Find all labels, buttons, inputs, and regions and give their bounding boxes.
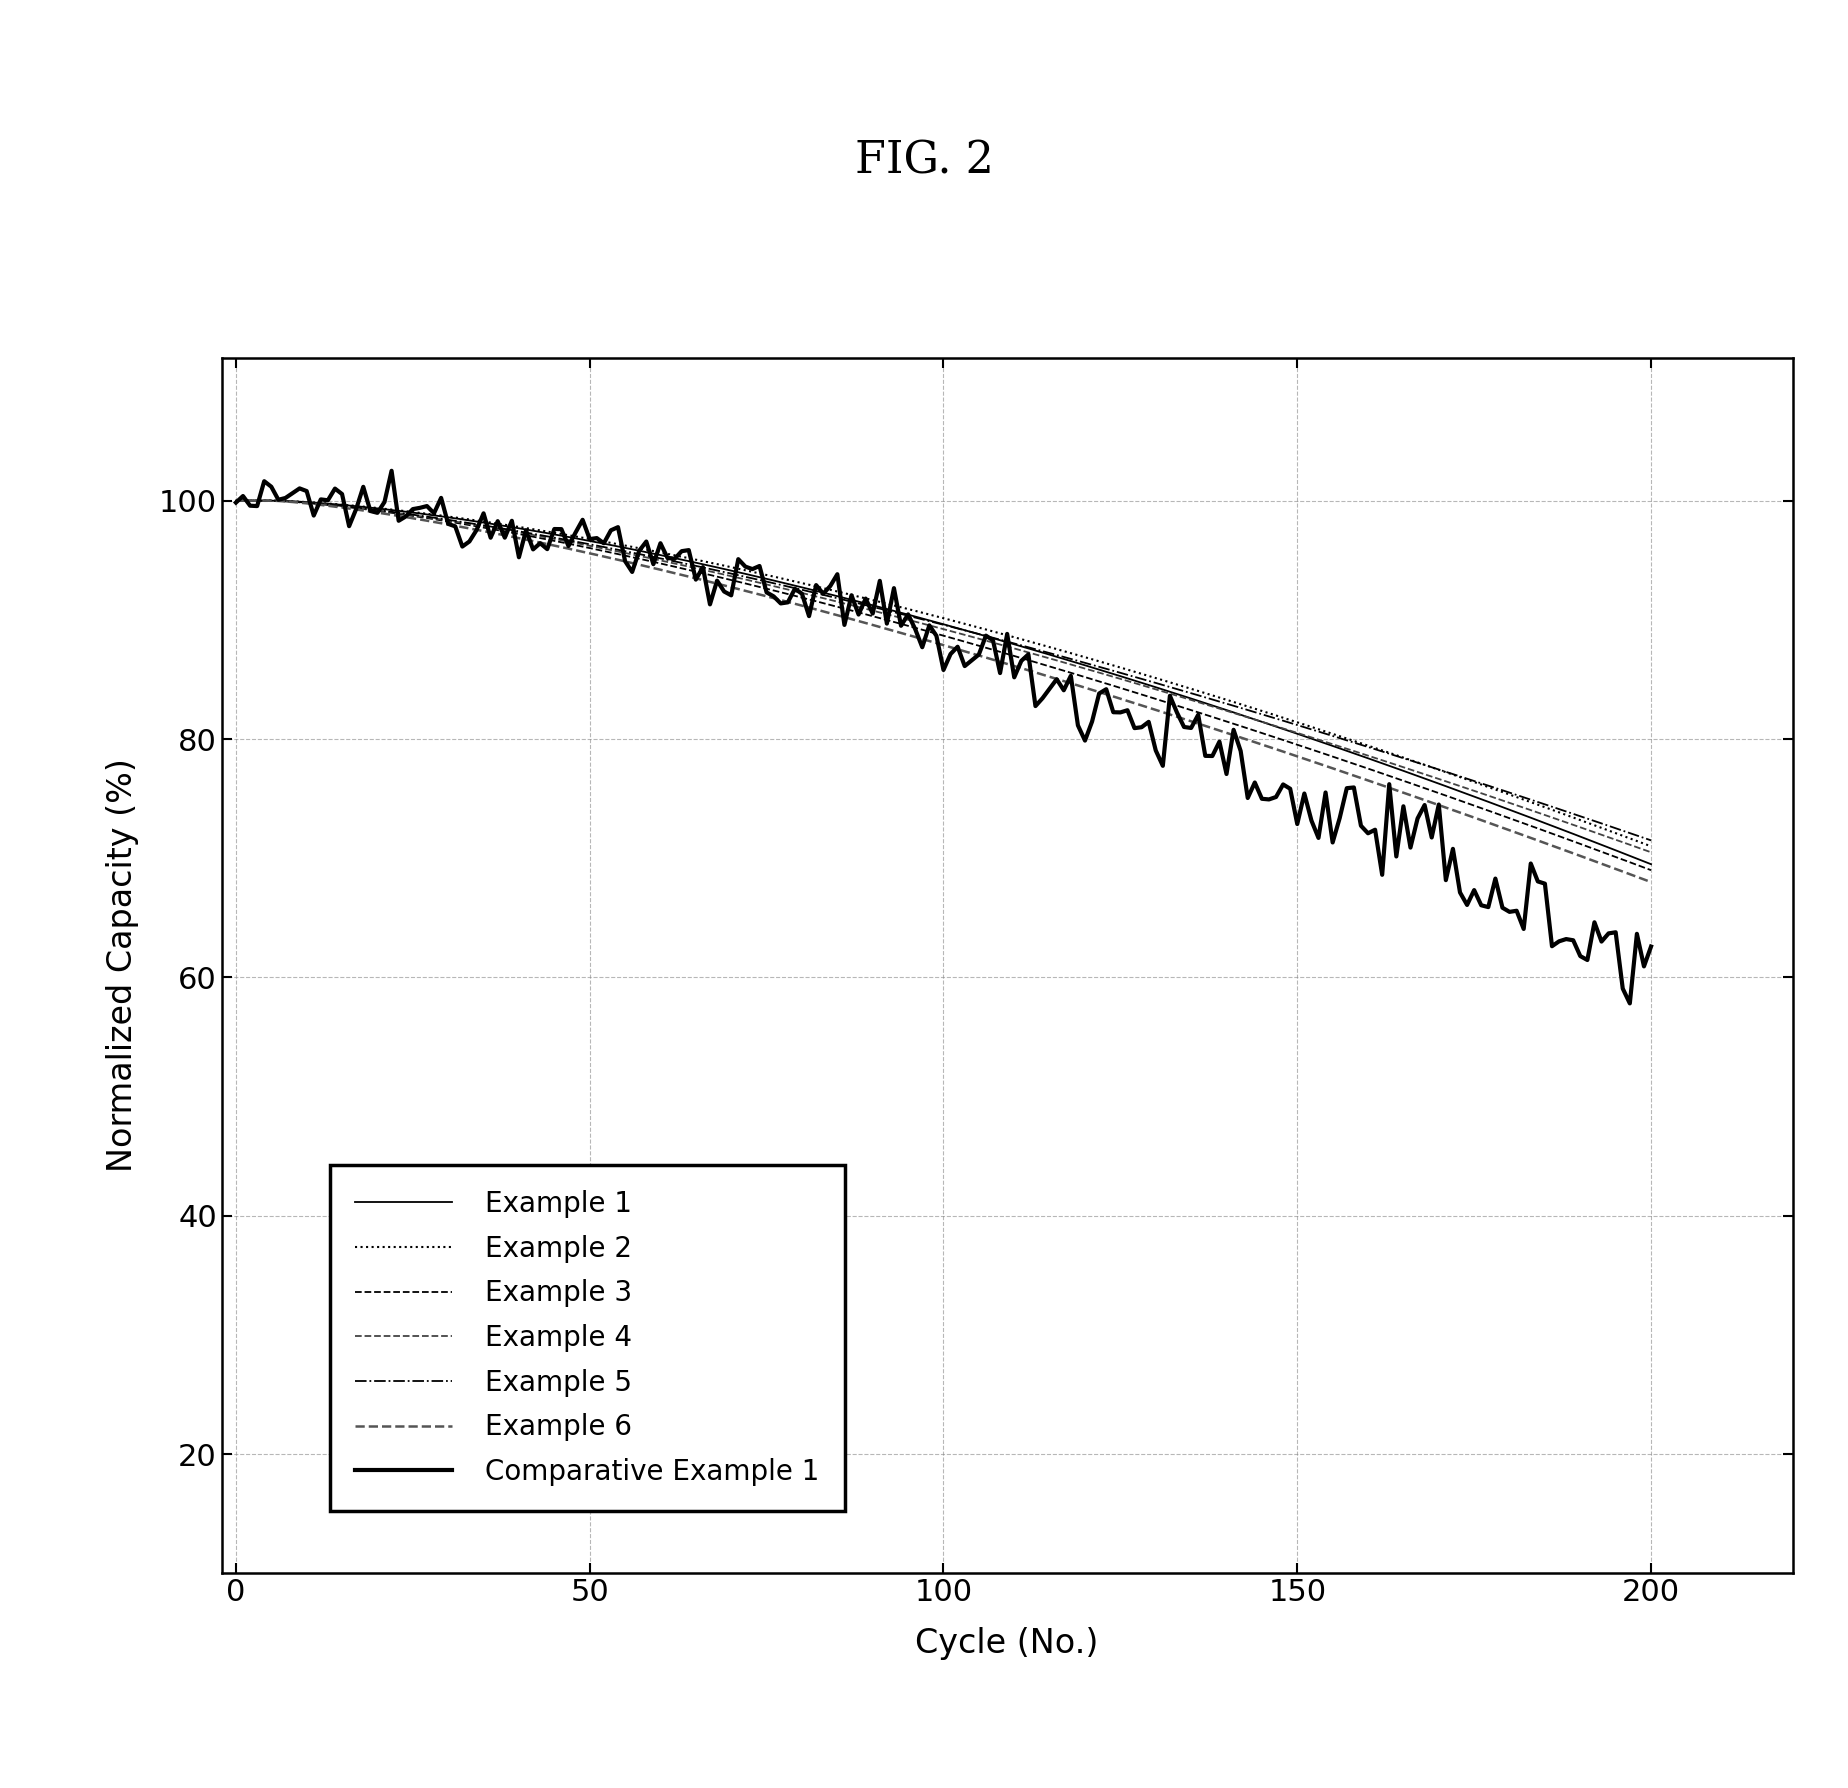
Legend: Example 1, Example 2, Example 3, Example 4, Example 5, Example 6, Comparative Ex: Example 1, Example 2, Example 3, Example… xyxy=(331,1166,845,1511)
Line: Example 3: Example 3 xyxy=(237,501,1650,871)
Example 3 xyxy=(1639,860,1661,881)
Example 4 xyxy=(231,490,253,511)
Line: Example 4: Example 4 xyxy=(237,501,1650,853)
Example 6 xyxy=(225,490,248,511)
Comparative Example 1 xyxy=(381,460,403,481)
Example 6 xyxy=(741,581,763,603)
Example 6 xyxy=(1639,871,1661,892)
Example 2 xyxy=(1639,835,1661,856)
Example 3 xyxy=(819,594,841,615)
Example 6 xyxy=(989,651,1011,672)
Example 4 xyxy=(741,570,763,592)
Example 5 xyxy=(819,586,841,608)
Example 4 xyxy=(1519,799,1541,821)
Example 1 xyxy=(989,629,1011,651)
Example 2 xyxy=(231,490,253,511)
Example 1 xyxy=(741,565,763,586)
Comparative Example 1 xyxy=(1639,935,1661,957)
Example 6 xyxy=(819,603,841,624)
Example 5 xyxy=(1519,789,1541,810)
Example 2 xyxy=(741,561,763,583)
Example 4 xyxy=(1639,842,1661,864)
Example 3 xyxy=(989,642,1011,663)
Example 1 xyxy=(819,583,841,604)
X-axis label: Cycle (No.): Cycle (No.) xyxy=(915,1627,1100,1659)
Comparative Example 1 xyxy=(1526,871,1549,892)
Example 1 xyxy=(1639,853,1661,874)
Example 2 xyxy=(819,579,841,601)
Example 5 xyxy=(353,497,375,519)
Example 4 xyxy=(819,590,841,611)
Comparative Example 1 xyxy=(748,556,771,578)
Example 5 xyxy=(225,490,248,511)
Example 1 xyxy=(353,497,375,519)
Example 3 xyxy=(1519,815,1541,837)
Line: Example 5: Example 5 xyxy=(237,501,1650,840)
Y-axis label: Normalized Capacity (%): Normalized Capacity (%) xyxy=(107,758,139,1173)
Comparative Example 1 xyxy=(1619,992,1641,1014)
Comparative Example 1 xyxy=(996,624,1018,645)
Line: Example 1: Example 1 xyxy=(237,501,1650,864)
Example 5 xyxy=(989,629,1011,651)
Example 4 xyxy=(225,490,248,511)
Text: FIG. 2: FIG. 2 xyxy=(854,139,994,182)
Example 5 xyxy=(231,490,253,511)
Comparative Example 1 xyxy=(231,485,253,506)
Comparative Example 1 xyxy=(353,476,375,497)
Example 5 xyxy=(741,567,763,588)
Line: Comparative Example 1: Comparative Example 1 xyxy=(237,470,1650,1003)
Example 2 xyxy=(1519,792,1541,814)
Example 6 xyxy=(353,501,375,522)
Example 5 xyxy=(1639,830,1661,851)
Example 2 xyxy=(989,622,1011,644)
Example 3 xyxy=(225,490,248,511)
Example 3 xyxy=(231,490,253,511)
Example 3 xyxy=(741,574,763,595)
Example 4 xyxy=(353,497,375,519)
Line: Example 2: Example 2 xyxy=(237,501,1650,846)
Comparative Example 1 xyxy=(826,563,848,585)
Example 3 xyxy=(353,499,375,520)
Example 4 xyxy=(989,633,1011,654)
Example 1 xyxy=(1519,806,1541,828)
Comparative Example 1 xyxy=(225,492,248,513)
Example 1 xyxy=(225,490,248,511)
Example 2 xyxy=(225,490,248,511)
Example 1 xyxy=(231,490,253,511)
Example 6 xyxy=(1519,828,1541,849)
Line: Example 6: Example 6 xyxy=(237,501,1650,881)
Example 6 xyxy=(231,490,253,511)
Example 2 xyxy=(353,495,375,517)
